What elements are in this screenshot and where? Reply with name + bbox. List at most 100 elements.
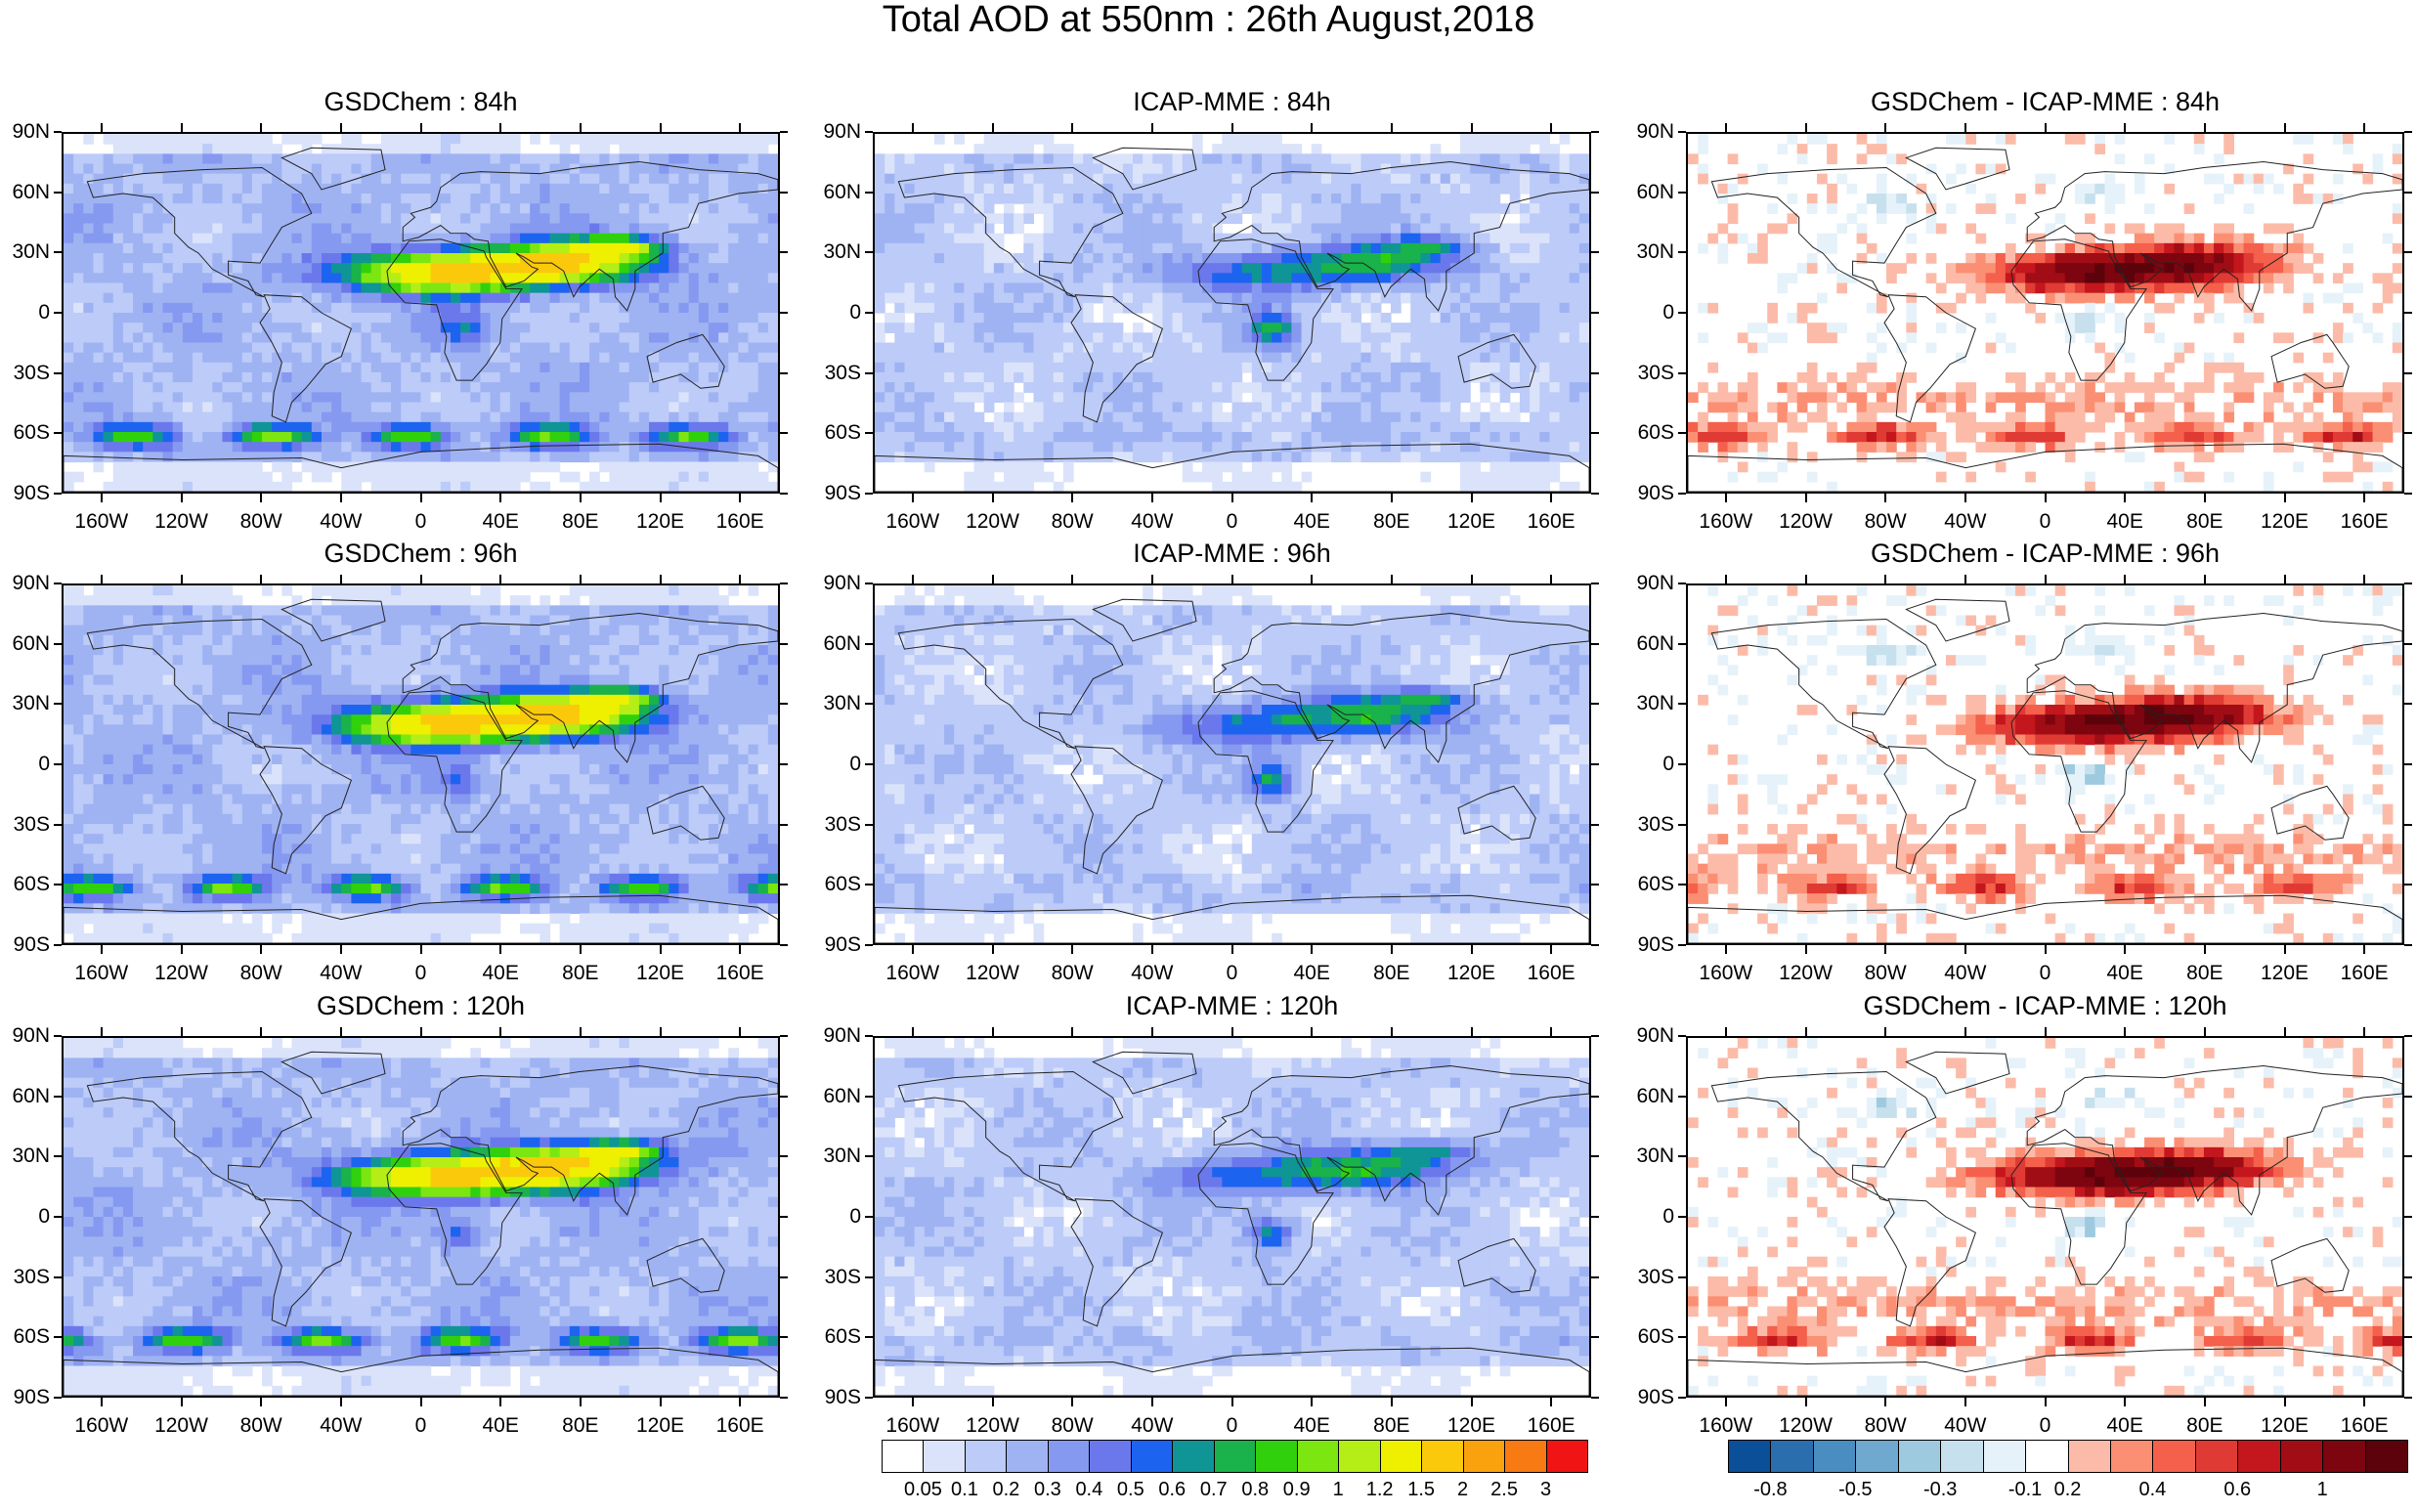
field-layer [875,134,1589,492]
panel-title: ICAP-MME : 84h [873,87,1591,116]
lon-tick [912,123,914,132]
lat-tick [54,884,62,886]
colorbar-swatch [1006,1440,1048,1473]
lon-tick [1311,494,1313,502]
lon-tick [660,1398,662,1406]
lat-tick [1591,131,1599,133]
lon-tick [1151,1398,1153,1406]
lon-tick [1805,945,1807,954]
lat-label: 60N [0,633,50,655]
lon-label: 80W [1033,1415,1111,1437]
lat-tick [2404,192,2412,194]
colorbar-label: -0.3 [1911,1479,1969,1500]
colorbar-swatch [1255,1440,1297,1473]
lon-tick [1884,1398,1886,1406]
lat-tick [1678,1096,1686,1098]
map-canvas [875,134,1589,492]
lon-tick [739,945,741,954]
lat-tick [54,1216,62,1218]
lat-label: 90S [1616,483,1674,504]
lat-label: 90N [1616,121,1674,143]
lon-tick [420,945,422,954]
lon-label: 80E [1353,963,1431,984]
lon-label: 120E [622,1415,700,1437]
lon-label: 0 [2007,963,2085,984]
lon-label: 160W [874,511,952,533]
lat-tick [1591,1336,1599,1338]
lat-tick [1678,1155,1686,1157]
lat-tick [1678,131,1686,133]
lat-tick [2404,763,2412,765]
lon-tick [2045,1398,2047,1406]
lon-tick [2124,123,2126,132]
lon-tick [101,494,103,502]
lat-label: 30S [1616,363,1674,384]
lat-label: 30S [802,1267,861,1288]
lon-tick [2045,494,2047,502]
lon-label: 160E [2325,1415,2403,1437]
lat-tick [1678,1035,1686,1037]
lon-tick [2045,945,2047,954]
lon-tick [340,1027,342,1036]
lat-label: 90S [0,1387,50,1408]
figure-title: Total AOD at 550nm : 26th August,2018 [0,0,2417,39]
lon-tick [2284,575,2286,583]
colorbar-swatch [1546,1440,1588,1473]
lon-label: 80W [1846,963,1924,984]
lon-tick [2124,1027,2126,1036]
lat-label: 90S [802,483,861,504]
lon-tick [181,494,183,502]
lat-label: 90S [802,934,861,956]
lon-tick [2045,575,2047,583]
lat-label: 90N [802,1025,861,1047]
map-frame [873,1036,1591,1398]
lat-tick [865,312,873,314]
colorbar-swatch [2322,1440,2365,1473]
lon-tick [260,1027,262,1036]
lat-tick [2404,1216,2412,1218]
lon-tick [2284,123,2286,132]
lon-label: 80E [2166,1415,2244,1437]
lon-tick [1805,494,1807,502]
lon-label: 40E [2086,1415,2164,1437]
lon-tick [2284,1398,2286,1406]
lat-tick [865,1035,873,1037]
lon-tick [2204,1027,2206,1036]
lat-tick [1591,372,1599,374]
field-layer [64,1038,778,1396]
lon-tick [660,1027,662,1036]
lon-tick [2204,575,2206,583]
lon-tick [1311,1398,1313,1406]
lon-label: 0 [1193,511,1272,533]
map-frame [62,132,780,494]
lon-tick [260,123,262,132]
lat-tick [1591,884,1599,886]
lat-tick [780,131,788,133]
lon-tick [1231,123,1233,132]
lon-tick [1231,945,1233,954]
lon-tick [2284,1027,2286,1036]
lon-label: 0 [382,511,460,533]
lon-label: 120E [2246,511,2324,533]
lat-tick [780,1397,788,1399]
lat-label: 30S [802,814,861,836]
lat-tick [54,251,62,253]
colorbar-swatch [1504,1440,1546,1473]
lon-tick [660,575,662,583]
lon-label: 40W [302,963,380,984]
lat-tick [54,1155,62,1157]
lat-tick [2404,944,2412,946]
lat-tick [780,703,788,705]
lon-tick [2204,494,2206,502]
lon-tick [2363,1027,2365,1036]
lat-tick [2404,1397,2412,1399]
lon-label: 80E [541,963,620,984]
lat-tick [54,1035,62,1037]
lon-tick [1071,123,1073,132]
lon-label: 120E [2246,1415,2324,1437]
lat-tick [1591,493,1599,495]
lon-tick [2124,494,2126,502]
